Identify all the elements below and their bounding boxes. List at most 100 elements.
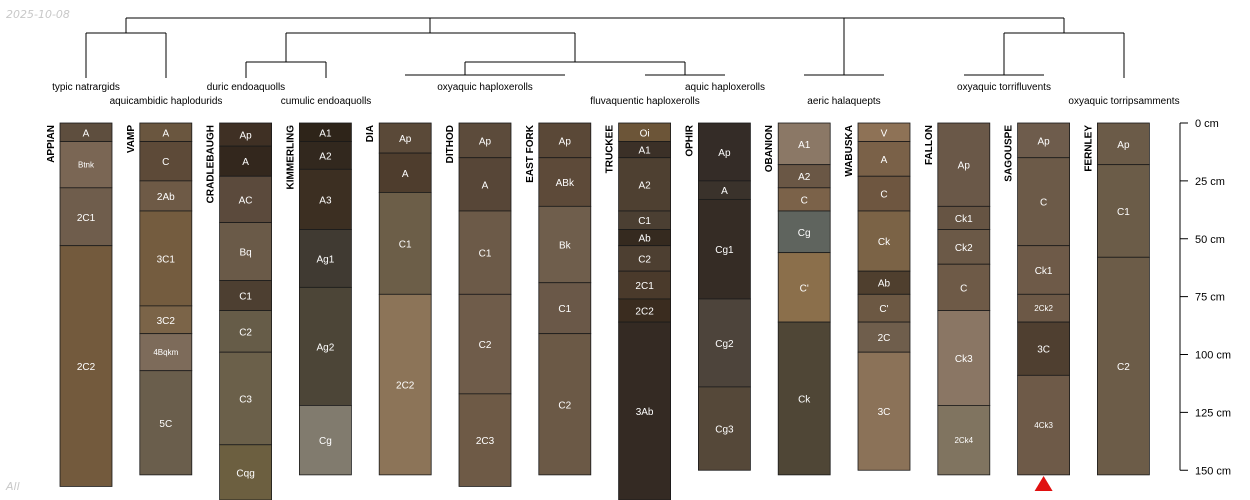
horizon-label: Ap xyxy=(559,136,572,147)
horizon xyxy=(618,321,671,500)
horizon xyxy=(378,293,432,476)
horizon-label: Cg2 xyxy=(715,339,734,350)
horizon-label: 2C3 xyxy=(476,436,495,447)
horizon xyxy=(59,245,113,487)
profile-name-label: DIA xyxy=(365,125,376,142)
horizon-label: C' xyxy=(879,304,888,315)
horizon-label: 4Ck3 xyxy=(1034,421,1053,430)
horizon xyxy=(1017,321,1070,376)
horizon-label: 2C2 xyxy=(77,362,96,373)
horizon xyxy=(937,263,991,311)
horizon xyxy=(219,444,273,500)
taxon-label: typic natrargids xyxy=(52,82,120,93)
horizon xyxy=(1097,164,1150,258)
horizon-label: C1 xyxy=(239,291,252,302)
horizon-label: 3Ab xyxy=(636,407,654,418)
taxon-label: aquic haploxerolls xyxy=(685,82,765,93)
taxon-label: aeric halaquepts xyxy=(807,96,880,107)
horizon xyxy=(538,122,592,159)
horizon xyxy=(937,310,991,406)
horizon-label: 5C xyxy=(159,419,172,430)
taxon-label: oxyaquic torrifluvents xyxy=(957,82,1051,93)
horizon-label: C3 xyxy=(239,394,252,405)
horizon-label: C2 xyxy=(638,254,651,265)
horizon-label: Ap xyxy=(1037,136,1050,147)
horizon xyxy=(219,145,273,177)
horizon xyxy=(139,180,193,212)
horizon xyxy=(618,245,671,272)
horizon-label: A xyxy=(721,186,728,197)
taxon-label: aquicambidic haplodurids xyxy=(110,96,223,107)
profile-appian: APPIAN A Btnk 2C1 2C2 xyxy=(46,122,113,487)
profile-name-label: DITHOD xyxy=(445,125,456,163)
horizon-label: C2 xyxy=(558,400,571,411)
horizon xyxy=(219,310,273,353)
horizon xyxy=(219,222,273,281)
horizon xyxy=(777,122,831,166)
profile-fernley: FERNLEY Ap C1 C2 xyxy=(1083,122,1150,476)
horizon-label: A xyxy=(83,128,90,139)
horizon xyxy=(777,321,831,476)
horizon-label: Cg xyxy=(319,436,332,447)
horizon-label: C1 xyxy=(1117,207,1130,218)
horizon xyxy=(777,210,831,254)
horizon-label: Ck3 xyxy=(955,354,973,365)
horizon xyxy=(378,122,432,154)
horizon xyxy=(937,122,991,207)
horizon xyxy=(298,168,352,230)
horizon xyxy=(538,205,592,284)
horizon-label: 2C2 xyxy=(635,307,654,318)
horizon xyxy=(458,157,512,212)
horizon-label: A xyxy=(402,169,409,180)
horizon-label: Cg3 xyxy=(715,425,734,436)
taxon-label: duric endoaquolls xyxy=(207,82,285,93)
horizon xyxy=(777,252,831,323)
horizon xyxy=(618,157,671,212)
horizon xyxy=(538,333,592,476)
horizon xyxy=(298,229,352,288)
depth-tick-label: 75 cm xyxy=(1195,292,1225,304)
profile-name-label: KIMMERLING xyxy=(285,125,296,190)
profile-fallon: FALLON Ap Ck1 Ck2 C Ck3 2Ck4 xyxy=(924,122,991,476)
horizon-label: Ap xyxy=(239,131,252,142)
taxon-label: fluvaquentic haploxerolls xyxy=(590,96,700,107)
horizon-label: C2 xyxy=(239,327,252,338)
profile-name-label: CRADLEBAUGH xyxy=(206,125,217,203)
depth-tick-label: 25 cm xyxy=(1195,176,1225,188)
horizon xyxy=(59,141,113,189)
horizon-label: Ag2 xyxy=(317,342,335,353)
horizon-label: 2Ck2 xyxy=(1034,304,1053,313)
horizon-label: Ap xyxy=(1117,140,1130,151)
horizon xyxy=(857,351,911,471)
horizon xyxy=(538,282,592,335)
depth-tick-label: 0 cm xyxy=(1195,118,1219,130)
horizon xyxy=(1017,245,1070,295)
horizon xyxy=(139,370,193,476)
horizon-label: 3C2 xyxy=(157,316,176,327)
horizon-label: Bq xyxy=(239,247,251,258)
taxon-label: oxyaquic haploxerolls xyxy=(437,82,533,93)
profile-ophir: OPHIR Ap A Cg1 Cg2 Cg3 xyxy=(684,122,751,471)
horizon xyxy=(458,210,512,295)
horizon-label: C2 xyxy=(1117,362,1130,373)
horizon-label: 3C1 xyxy=(157,254,176,265)
profile-east-fork: EAST FORK Ap ABk Bk C1 C2 xyxy=(525,122,592,476)
footer-note: All xyxy=(6,480,20,493)
profile-wabuska: WABUSKA V A C Ck Ab C' 2C 3C xyxy=(844,122,911,471)
horizon xyxy=(139,333,193,372)
horizon-label: Oi xyxy=(640,128,650,139)
horizon-label: Cg xyxy=(798,228,811,239)
taxa-labels: typic natrargids aquicambidic haplodurids… xyxy=(52,82,1179,107)
horizon xyxy=(1097,122,1150,166)
horizon-label: C xyxy=(880,190,887,201)
horizon-label: Ck1 xyxy=(955,214,973,225)
dendrogram xyxy=(85,17,1125,78)
horizon-label: Ck xyxy=(878,237,891,248)
marker-triangle xyxy=(1034,476,1053,491)
horizon-label: 2Ck4 xyxy=(954,436,973,445)
horizon xyxy=(378,192,432,295)
horizon-label: A2 xyxy=(319,151,332,162)
profile-name-label: FALLON xyxy=(924,125,935,165)
profile-name-label: OPHIR xyxy=(684,124,695,156)
profile-sagouspe: SAGOUSPE Ap C Ck1 2Ck2 3C 4Ck3 xyxy=(1004,122,1070,476)
